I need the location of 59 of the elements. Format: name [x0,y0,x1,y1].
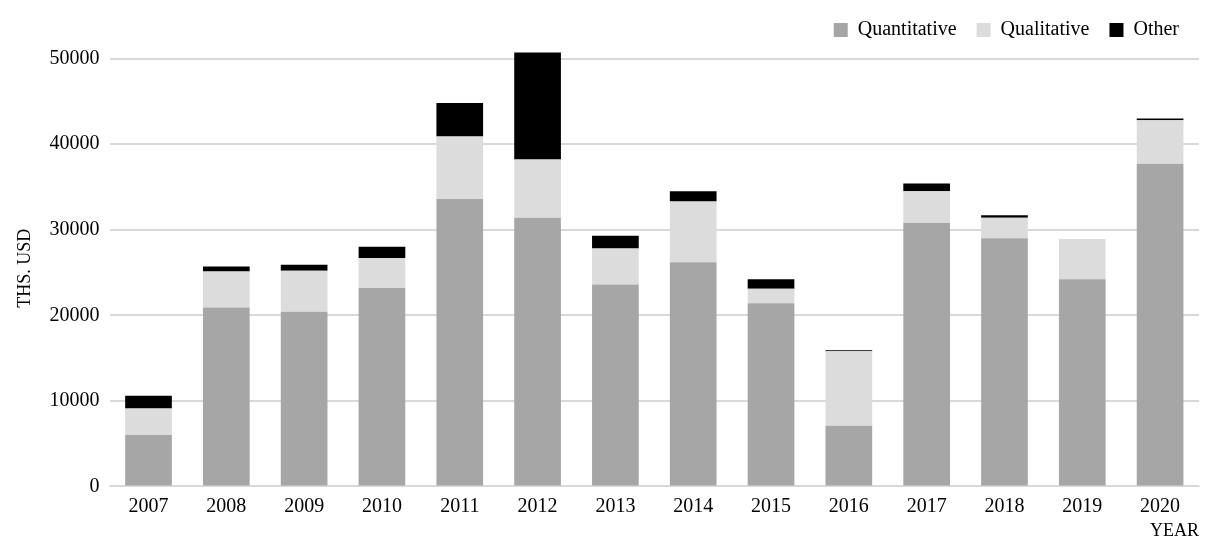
bar [981,238,1028,486]
bar [202,271,250,308]
bar [747,279,795,289]
x-tick-label: 2007 [128,493,169,516]
bar [514,217,561,486]
bar [1058,239,1106,280]
bar [202,266,250,272]
x-tick-label: 2014 [673,493,714,516]
y-tick-label: 50000 [49,45,100,68]
y-tick-label: 30000 [49,216,100,239]
bar [358,246,406,258]
x-tick-label: 2008 [206,493,247,516]
bar [669,191,717,202]
bar [358,257,406,288]
bar [280,264,328,271]
bar [125,435,172,486]
x-tick-label: 2009 [284,493,325,516]
legend-label: Qualitative [1000,17,1090,40]
bar [592,235,639,249]
x-tick-label: 2015 [751,493,792,516]
x-tick-label: 2013 [595,493,636,516]
x-tick-label: 2017 [906,493,947,516]
bar [747,303,795,486]
bar [747,288,795,304]
bar [903,183,950,192]
bar [436,103,484,137]
bar [981,215,1028,218]
bar [1136,163,1184,486]
bar [358,287,406,486]
x-tick-label: 2018 [984,493,1025,516]
y-tick-label: 20000 [49,302,100,325]
bar [202,307,250,486]
x-tick-label: 2019 [1062,493,1103,516]
bar [592,248,639,285]
x-tick-label: 2020 [1140,493,1181,516]
x-axis-title: YEAR [1150,519,1199,540]
bar [592,284,639,486]
bar [514,159,561,218]
bar [125,395,172,409]
bar [514,52,561,160]
y-axis-title: THS. USD [13,228,34,308]
y-tick-label: 10000 [49,388,100,411]
x-tick-label: 2012 [517,493,558,516]
y-tick-label: 40000 [49,131,100,154]
y-tick-label: 0 [89,473,100,496]
x-tick-label: 2010 [361,493,402,516]
bar [903,222,950,486]
bar [1058,279,1106,486]
bar [903,191,950,223]
bar [436,198,484,486]
bar [280,270,328,312]
legend-label: Other [1133,17,1180,40]
x-tick-label: 2011 [440,493,480,516]
bar [280,311,328,486]
x-tick-label: 2016 [828,493,869,516]
bar [125,408,172,436]
bar [669,262,717,486]
legend-label: Quantitative [857,17,957,40]
bar [825,425,873,486]
